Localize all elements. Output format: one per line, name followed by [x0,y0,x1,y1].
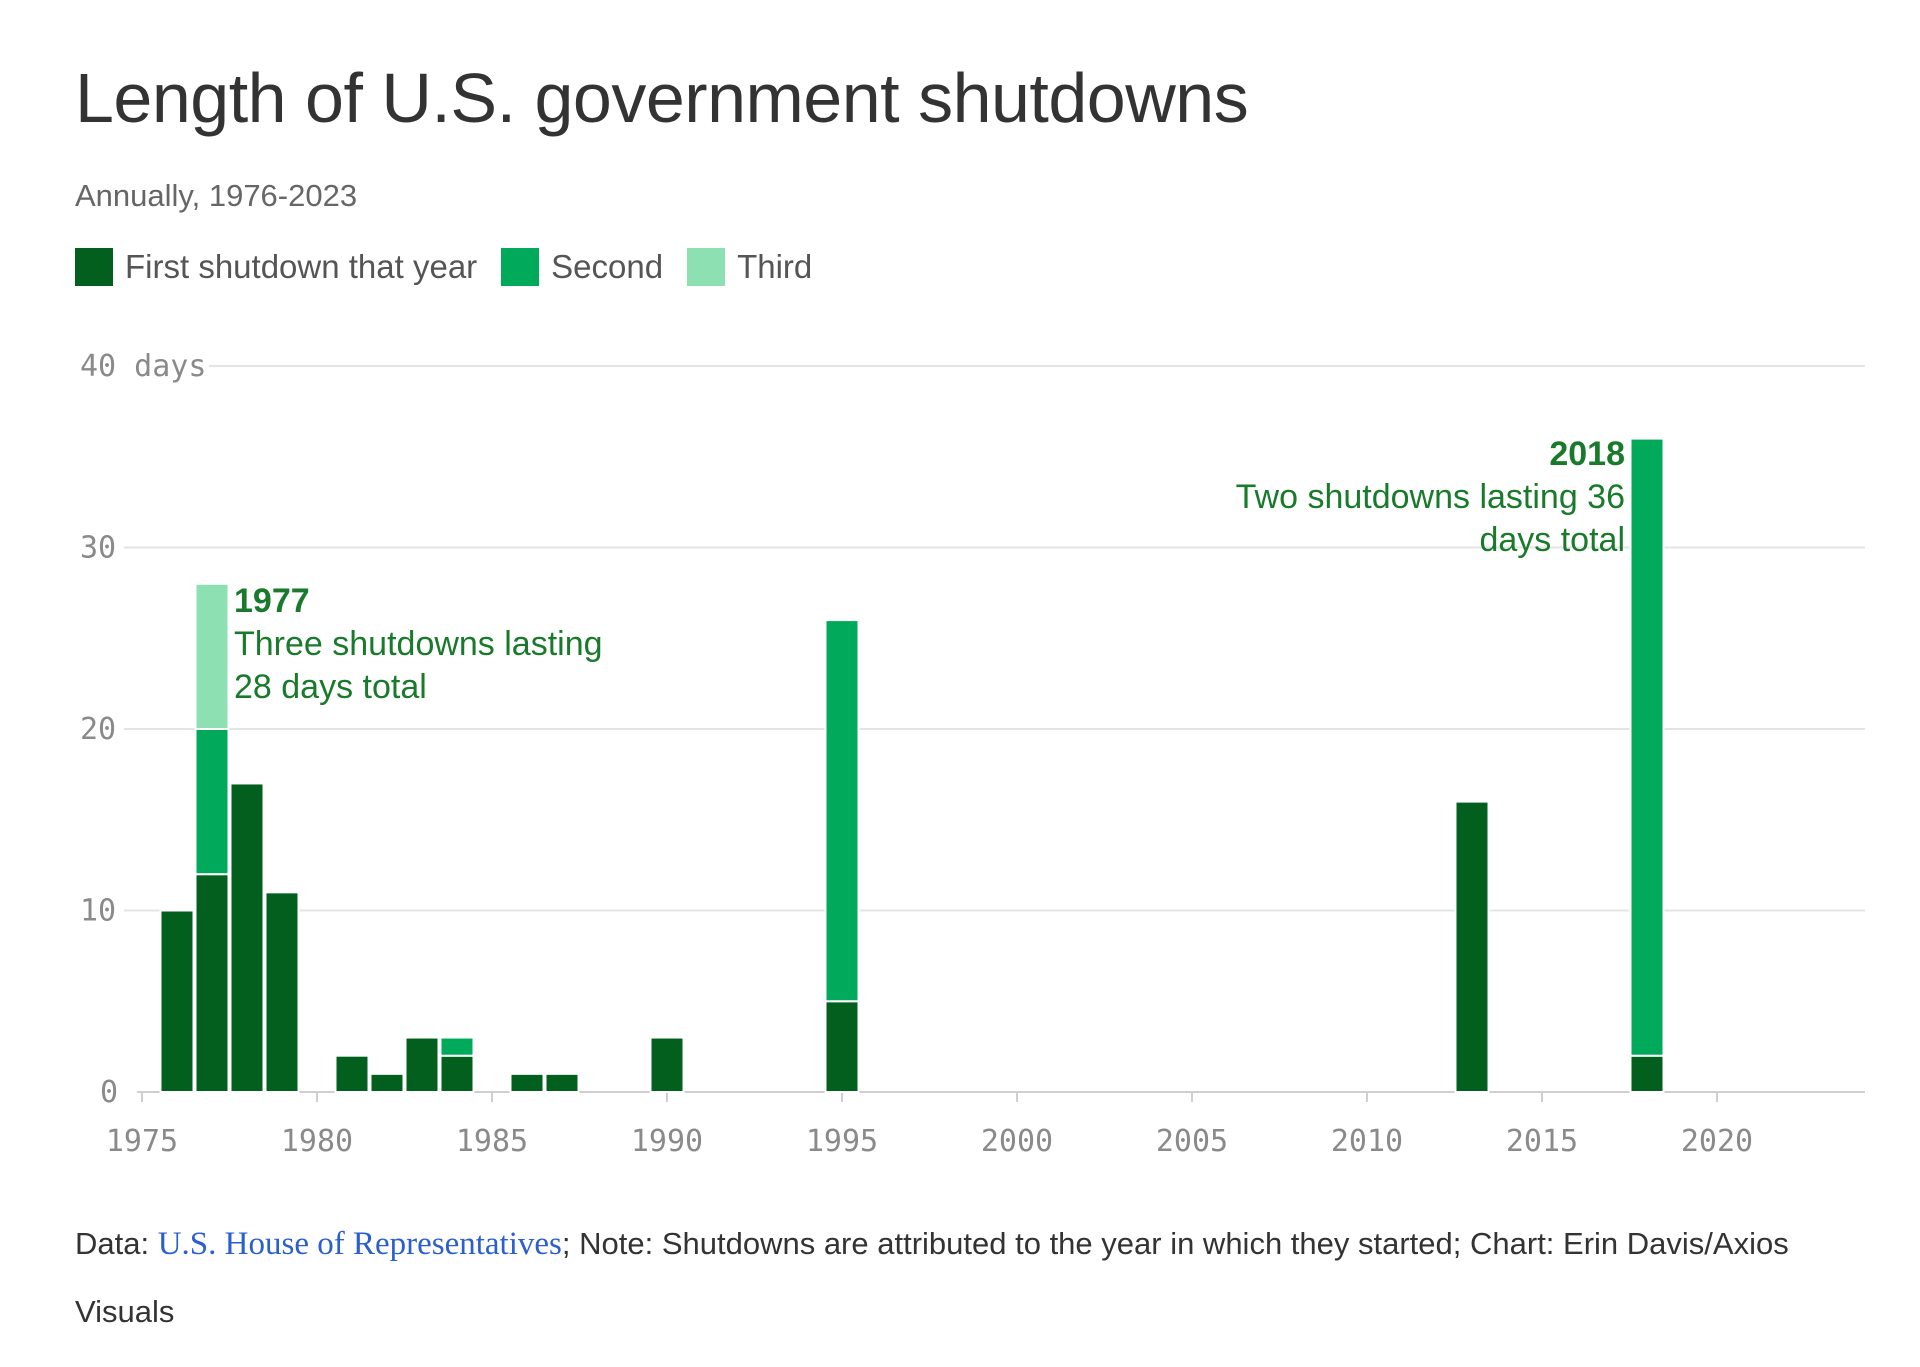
legend: First shutdown that year Second Third [75,248,836,286]
legend-swatch-second [501,248,540,286]
annotation-1977-line-2: 28 days total [234,668,427,706]
bar-1995-second [824,619,860,1003]
y-tick-label-30: 30 [80,531,116,566]
bar-1984-second [439,1036,475,1057]
chart-footer: Data: U.S. House of Representatives; Not… [75,1210,1855,1345]
x-tick-label-2010: 2010 [1331,1124,1403,1159]
legend-label-third: Third [737,248,813,285]
x-tick-label-2015: 2015 [1506,1124,1578,1159]
chart-plot: 0 10 20 30 40 days 1975 1980 1985 1990 1995 2000 20… [80,349,1865,1159]
annotation-1977-year: 1977 [234,582,310,620]
legend-swatch-third [687,248,726,286]
annotation-2018-year: 2018 [1549,435,1625,473]
x-tick-label-2005: 2005 [1156,1124,1228,1159]
legend-swatch-first [75,248,113,286]
bar-1987-first [544,1072,580,1093]
bar-2018-second [1629,437,1665,1057]
x-tick-label-1995: 1995 [806,1124,878,1159]
legend-item-first: First shutdown that year [75,248,477,286]
footer-note: ; Note: Shutdowns are attributed to the … [75,1226,1789,1329]
y-tick-label-40: 40 days [80,349,206,384]
bar-1979-first [264,891,300,1093]
chart-title: Length of U.S. government shutdowns [75,59,1249,137]
bar-1995-first [824,1000,860,1093]
annotation-2018-line-2: days total [1479,521,1625,559]
bar-1984-first [439,1054,475,1093]
bar-2018-first [1629,1054,1665,1093]
x-tick-label-2000: 2000 [981,1124,1053,1159]
annotation-1977-line-1: Three shutdowns lasting [234,625,603,663]
y-tick-label-20: 20 [80,712,116,747]
bar-1977-second [194,728,230,876]
source-link[interactable]: U.S. House of Representatives [157,1226,562,1262]
legend-item-second: Second [501,248,663,286]
x-tick-label-1980: 1980 [281,1124,353,1159]
x-tick-label-1990: 1990 [631,1124,703,1159]
bar-1978-first [229,782,265,1093]
bar-1976-first [159,909,195,1093]
bar-1977-first [194,873,230,1094]
bar-1983-first [404,1036,440,1094]
footer-prefix: Data: [75,1226,158,1261]
x-tick-label-2020: 2020 [1681,1124,1753,1159]
chart-subtitle: Annually, 1976-2023 [75,178,358,213]
annotation-2018-line-1: Two shutdowns lasting 36 [1236,478,1625,516]
bar-1990-first [649,1036,685,1094]
legend-item-third: Third [687,248,812,286]
x-tick-label-1985: 1985 [456,1124,528,1159]
bar-1977-third [194,582,230,730]
y-tick-label-0: 0 [100,1075,118,1110]
bar-1982-first [369,1072,405,1093]
x-tick-label-1975: 1975 [106,1124,178,1159]
legend-label-first: First shutdown that year [125,248,478,285]
bar-1986-first [509,1072,545,1093]
bar-2013-first [1454,800,1490,1093]
legend-label-second: Second [551,248,664,285]
y-tick-label-10: 10 [80,894,116,929]
bar-1981-first [334,1054,370,1093]
